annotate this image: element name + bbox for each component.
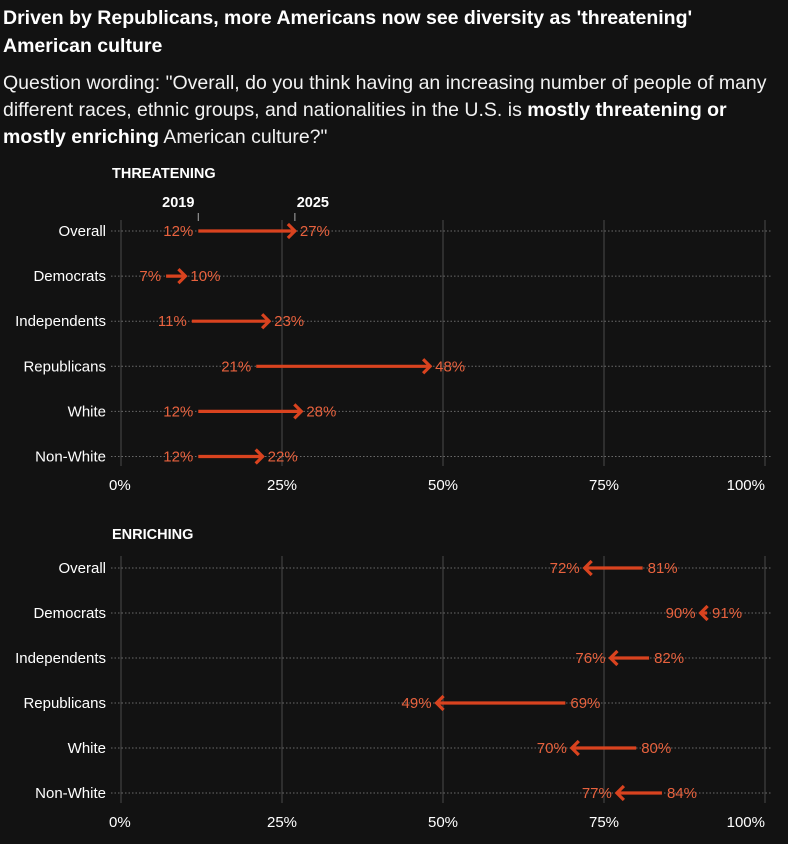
x-tick-label: 100% [727,477,765,494]
arrow-row: Non-White 84% 77% [35,784,771,802]
panel-threatening: THREATENING 0% 25% 50% 75% 100% 2019 2025 Overal… [15,166,771,494]
arrow-row: Democrats 7% 10% [33,267,771,285]
value-label-end: 76% [575,650,605,667]
arrow-row: White 12% 28% [68,403,771,420]
value-label-end: 28% [306,403,336,420]
question-text-end: American culture?" [159,126,328,148]
arrow-head [254,448,265,465]
value-label-end: 22% [268,449,298,466]
category-label: Overall [58,223,106,240]
category-label: Overall [58,560,106,577]
value-label-start: 11% [158,313,187,330]
value-label-start: 91% [712,605,742,622]
value-label-start: 84% [667,785,697,802]
x-tick-label: 75% [589,814,619,831]
question-text: Question wording: "Overall, do you think… [3,72,767,121]
arrow-head [582,559,593,577]
panel-title: THREATENING [112,166,216,182]
x-tick-label: 50% [428,814,458,831]
arrow-row: Non-White 12% 22% [35,448,771,466]
value-label-start: 82% [654,650,684,667]
value-label-start: 81% [648,560,678,577]
arrow-row: Overall 12% 27% [58,222,771,240]
x-tick-label: 75% [589,477,619,494]
arrow-row: White 80% 70% [68,739,771,757]
legend-year-start: 2019 [162,195,194,211]
arrow-row: Independents 82% 76% [15,649,771,667]
arrow-row: Republicans 69% 49% [23,694,771,712]
value-label-end: 72% [550,560,580,577]
arrow-head [293,403,304,420]
value-label-start: 21% [221,358,251,375]
x-tick-label: 25% [267,477,297,494]
question-emphasis: mostly threatening or mostly enriching [3,99,727,148]
arrow-head [569,739,580,757]
value-label-end: 48% [435,358,465,375]
value-label-start: 12% [163,449,193,466]
arrow-head [608,649,619,667]
category-label: Non-White [35,785,106,802]
x-tick-label: 0% [109,477,131,494]
arrow-row: Democrats 91% 90% [33,604,771,622]
arrow-head [421,358,433,375]
arrow-row: Independents 11% 23% [15,313,771,330]
arrow-head [434,694,445,712]
value-label-start: 7% [139,268,161,285]
value-label-end: 10% [190,268,220,285]
x-tick-label: 25% [267,814,297,831]
category-label: Independents [15,313,106,330]
category-label: Democrats [33,268,106,285]
category-label: Non-White [35,449,106,466]
arrow-head [614,784,626,802]
category-label: Republicans [23,695,106,712]
value-label-start: 80% [641,740,671,757]
arrow-head [260,313,272,330]
legend-year-end: 2025 [297,195,329,211]
arrow-head [177,267,188,285]
category-label: Democrats [33,605,106,622]
category-label: White [68,740,106,757]
arrow-row: Overall 81% 72% [58,559,771,577]
question-wording: Question wording: "Overall, do you think… [3,70,787,151]
value-label-end: 27% [300,223,330,240]
value-label-start: 69% [570,695,600,712]
chart-title: Driven by Republicans, more Americans no… [3,7,693,57]
panel-enriching: ENRICHING 0% 25% 50% 75% 100% Overall 81% 72% Dem… [15,527,771,831]
category-label: White [68,403,106,420]
value-label-end: 70% [537,740,567,757]
category-label: Independents [15,650,106,667]
arrow-head [286,222,298,240]
x-tick-label: 0% [109,814,131,831]
x-tick-label: 50% [428,477,458,494]
arrow-row: Republicans 21% 48% [23,358,771,375]
panel-title: ENRICHING [112,527,193,543]
value-label-start: 12% [163,403,193,420]
value-label-end: 49% [402,695,432,712]
x-tick-label: 100% [727,814,765,831]
category-label: Republicans [23,358,106,375]
value-label-end: 90% [666,605,696,622]
value-label-end: 77% [582,785,612,802]
value-label-start: 12% [163,223,193,240]
arrow-head [698,604,709,622]
value-label-end: 23% [274,313,304,330]
